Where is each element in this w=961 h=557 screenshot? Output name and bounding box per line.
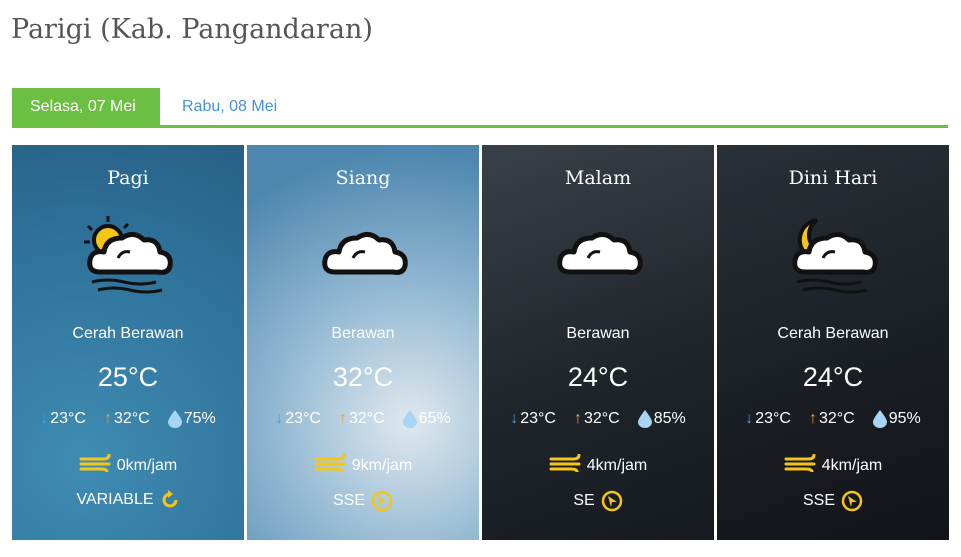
wind-icon bbox=[549, 453, 583, 477]
period-label: Siang bbox=[335, 167, 391, 189]
humidity-drop-icon bbox=[637, 410, 652, 428]
forecast-card-3: Dini Hari Cerah Berawan 24°C ↓ 23°C ↑ 32°C… bbox=[717, 145, 949, 540]
temperature: 25°C bbox=[97, 362, 159, 392]
temperature: 32°C bbox=[332, 362, 394, 392]
arrow-up-icon: ↑ bbox=[338, 410, 347, 427]
humidity: 65% bbox=[418, 410, 451, 427]
humidity: 85% bbox=[653, 410, 686, 427]
forecast-card-0: Pagi Cerah Berawan 25°C ↓ 23°C ↑ 32°C 75% … bbox=[12, 145, 244, 540]
condition-label: Berawan bbox=[331, 325, 395, 342]
wind-speed: 0km/jam bbox=[116, 456, 178, 474]
period-label: Pagi bbox=[107, 167, 149, 189]
condition-label: Cerah Berawan bbox=[777, 325, 889, 342]
cloud-icon bbox=[557, 232, 643, 275]
min-temp: 23°C bbox=[755, 410, 791, 427]
wind-icon bbox=[314, 453, 348, 477]
page-title: Parigi (Kab. Pangandaran) bbox=[11, 14, 373, 45]
day-tabs: Selasa, 07 Mei Rabu, 08 Mei bbox=[12, 88, 948, 128]
forecast-card-1: Siang Berawan 32°C ↓ 23°C ↑ 32°C 65% 9km/j… bbox=[247, 145, 479, 540]
max-temp: 32°C bbox=[818, 410, 855, 427]
arrow-up-icon: ↑ bbox=[573, 410, 582, 427]
humidity-drop-icon bbox=[402, 410, 417, 428]
wind-speed: 9km/jam bbox=[351, 456, 413, 474]
variable-wind-icon bbox=[160, 490, 180, 510]
tab-rabu[interactable]: Rabu, 08 Mei bbox=[182, 98, 278, 115]
wind-direction: VARIABLE bbox=[76, 491, 154, 508]
compass-icon bbox=[601, 490, 623, 512]
arrow-down-icon: ↓ bbox=[40, 410, 49, 427]
max-temp: 32°C bbox=[113, 410, 150, 427]
humidity-drop-icon bbox=[872, 410, 887, 428]
forecast-card-2: Malam Berawan 24°C ↓ 23°C ↑ 32°C 85% 4km/j… bbox=[482, 145, 714, 540]
period-label: Dini Hari bbox=[788, 167, 878, 189]
wind-direction: SSE bbox=[802, 492, 835, 509]
condition-label: Berawan bbox=[566, 325, 630, 342]
min-temp: 23°C bbox=[50, 410, 86, 427]
condition-label: Cerah Berawan bbox=[72, 325, 184, 342]
arrow-up-icon: ↑ bbox=[103, 410, 112, 427]
humidity: 75% bbox=[183, 410, 216, 427]
cloud-icon bbox=[322, 232, 408, 275]
wind-icon bbox=[784, 453, 818, 477]
wind-speed: 4km/jam bbox=[586, 456, 648, 474]
arrow-down-icon: ↓ bbox=[510, 410, 519, 427]
compass-icon bbox=[841, 490, 863, 512]
humidity: 95% bbox=[888, 410, 921, 427]
temperature: 24°C bbox=[567, 362, 629, 392]
wind-icon bbox=[79, 453, 113, 477]
temperature: 24°C bbox=[802, 362, 864, 392]
wind-speed: 4km/jam bbox=[821, 456, 883, 474]
arrow-down-icon: ↓ bbox=[745, 410, 754, 427]
min-temp: 23°C bbox=[285, 410, 321, 427]
sun-cloud-icon bbox=[84, 216, 173, 294]
moon-cloud-icon bbox=[792, 218, 878, 294]
humidity-drop-icon bbox=[167, 410, 182, 428]
wind-direction: SSE bbox=[332, 492, 365, 509]
compass-icon bbox=[371, 490, 393, 512]
tab-selasa[interactable]: Selasa, 07 Mei bbox=[12, 88, 160, 125]
min-temp: 23°C bbox=[520, 410, 556, 427]
max-temp: 32°C bbox=[583, 410, 620, 427]
period-label: Malam bbox=[564, 167, 632, 189]
arrow-down-icon: ↓ bbox=[275, 410, 284, 427]
max-temp: 32°C bbox=[348, 410, 385, 427]
arrow-up-icon: ↑ bbox=[808, 410, 817, 427]
wind-direction: SE bbox=[573, 492, 595, 509]
